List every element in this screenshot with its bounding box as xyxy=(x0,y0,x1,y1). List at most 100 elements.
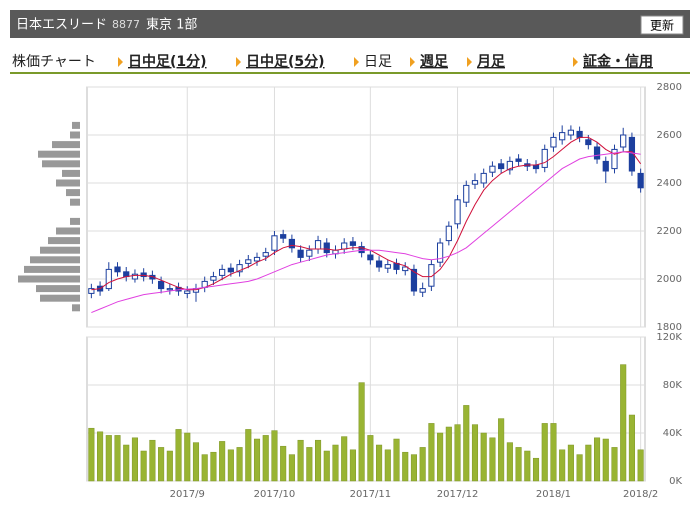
candle-body xyxy=(506,160,513,171)
volume-bar xyxy=(332,444,339,482)
moving-average xyxy=(91,136,642,291)
x-tick-label: 2018/1 xyxy=(536,489,571,500)
volume-bar xyxy=(358,382,365,482)
candle-body xyxy=(323,242,330,254)
candle-body xyxy=(184,290,191,294)
volume-bar xyxy=(315,439,322,482)
candle-body xyxy=(271,235,278,251)
candle-body xyxy=(157,280,165,290)
tab-marker xyxy=(354,57,359,67)
volume-bar xyxy=(288,454,295,482)
volume-bar xyxy=(123,444,130,482)
volume-bar xyxy=(367,435,374,482)
volume-bar xyxy=(576,454,583,482)
refresh-button[interactable] xyxy=(640,15,684,35)
candle-body xyxy=(288,238,296,249)
volume-bar xyxy=(201,454,208,482)
x-tick-label: 2017/10 xyxy=(254,489,296,500)
candle-body xyxy=(384,264,391,269)
volume-bar xyxy=(637,449,644,482)
volume-bar xyxy=(541,423,548,482)
volume-bar xyxy=(175,429,182,482)
volume-bar xyxy=(594,437,601,482)
candle-body xyxy=(515,158,522,162)
volume-bar xyxy=(489,437,496,482)
volume-bar xyxy=(236,447,243,482)
volume-bar xyxy=(532,457,540,482)
candle-body xyxy=(280,234,287,239)
volume-bar xyxy=(463,405,470,482)
candle-body xyxy=(637,172,644,189)
candle-body xyxy=(131,273,139,280)
header-bar xyxy=(10,10,690,38)
tab[interactable]: 週足 xyxy=(420,54,449,70)
volume-profile-bar xyxy=(30,256,80,264)
volume-bar xyxy=(402,451,409,482)
volume-profile-bar xyxy=(56,179,80,187)
tab[interactable]: 日中足(1分) xyxy=(128,53,207,70)
volume-bar xyxy=(611,447,618,482)
volume-bar xyxy=(297,439,304,482)
y-tick-label: 2800 xyxy=(657,82,682,93)
tab[interactable]: 月足 xyxy=(476,54,506,70)
candle-body xyxy=(550,136,557,148)
y-tick-label: 2200 xyxy=(657,226,682,237)
volume-bar xyxy=(585,444,592,482)
volume-profile-bar xyxy=(18,275,80,283)
candle-body xyxy=(253,256,261,262)
tab[interactable]: 証金・信用 xyxy=(583,53,653,70)
volume-bar xyxy=(567,444,574,482)
volume-profile-bar xyxy=(72,304,80,312)
volume-bar xyxy=(192,442,200,482)
volume-bar xyxy=(210,451,217,482)
y-tick-label: 40K xyxy=(663,428,683,439)
refresh-label[interactable]: 更新 xyxy=(650,18,674,33)
candle-body xyxy=(341,242,348,250)
volume-bar xyxy=(253,438,261,482)
candle-body xyxy=(375,260,383,268)
volume-profile-bar xyxy=(48,237,80,245)
candle-body xyxy=(367,254,374,261)
volume-bar xyxy=(410,454,417,482)
volume-profile-bar xyxy=(52,141,80,149)
volume-profile-bar xyxy=(70,131,80,139)
volume-bar xyxy=(140,450,147,482)
volume-bar xyxy=(245,429,252,482)
volume-bar xyxy=(419,447,426,482)
candle-body xyxy=(445,225,452,242)
volume-bar xyxy=(471,424,479,482)
volume-bar xyxy=(166,450,173,482)
volume-bar xyxy=(428,423,435,482)
volume-profile-bar xyxy=(24,265,80,273)
volume-bar xyxy=(105,435,112,482)
volume-bar xyxy=(149,439,156,482)
volume-profile-bar xyxy=(40,246,80,254)
candle-body xyxy=(567,129,575,136)
volume-bar xyxy=(271,430,278,482)
candle-body xyxy=(454,199,461,225)
candle-body xyxy=(236,264,243,273)
candle-body xyxy=(358,246,365,254)
candle-body xyxy=(245,259,252,264)
candle-body xyxy=(227,267,234,273)
volume-bar xyxy=(280,445,287,482)
candle-body xyxy=(489,165,496,173)
candle-body xyxy=(436,242,444,263)
volume-profile-bar xyxy=(40,294,80,302)
tab: 日足 xyxy=(364,54,392,70)
volume-profile-bar xyxy=(70,217,80,225)
y-tick-label: 2000 xyxy=(657,274,682,285)
volume-bar xyxy=(131,437,138,482)
x-tick-label: 2018/2 xyxy=(623,489,658,500)
volume-bar xyxy=(506,442,513,482)
candle-body xyxy=(559,132,566,141)
candle-body xyxy=(611,148,618,170)
candle-body xyxy=(210,276,217,281)
tab[interactable]: 日中足(5分) xyxy=(246,53,325,70)
candle-body xyxy=(410,268,418,292)
volume-bar xyxy=(515,447,522,482)
candle-body xyxy=(114,266,121,273)
volume-profile-bar xyxy=(42,160,80,168)
volume-bar xyxy=(158,447,165,482)
